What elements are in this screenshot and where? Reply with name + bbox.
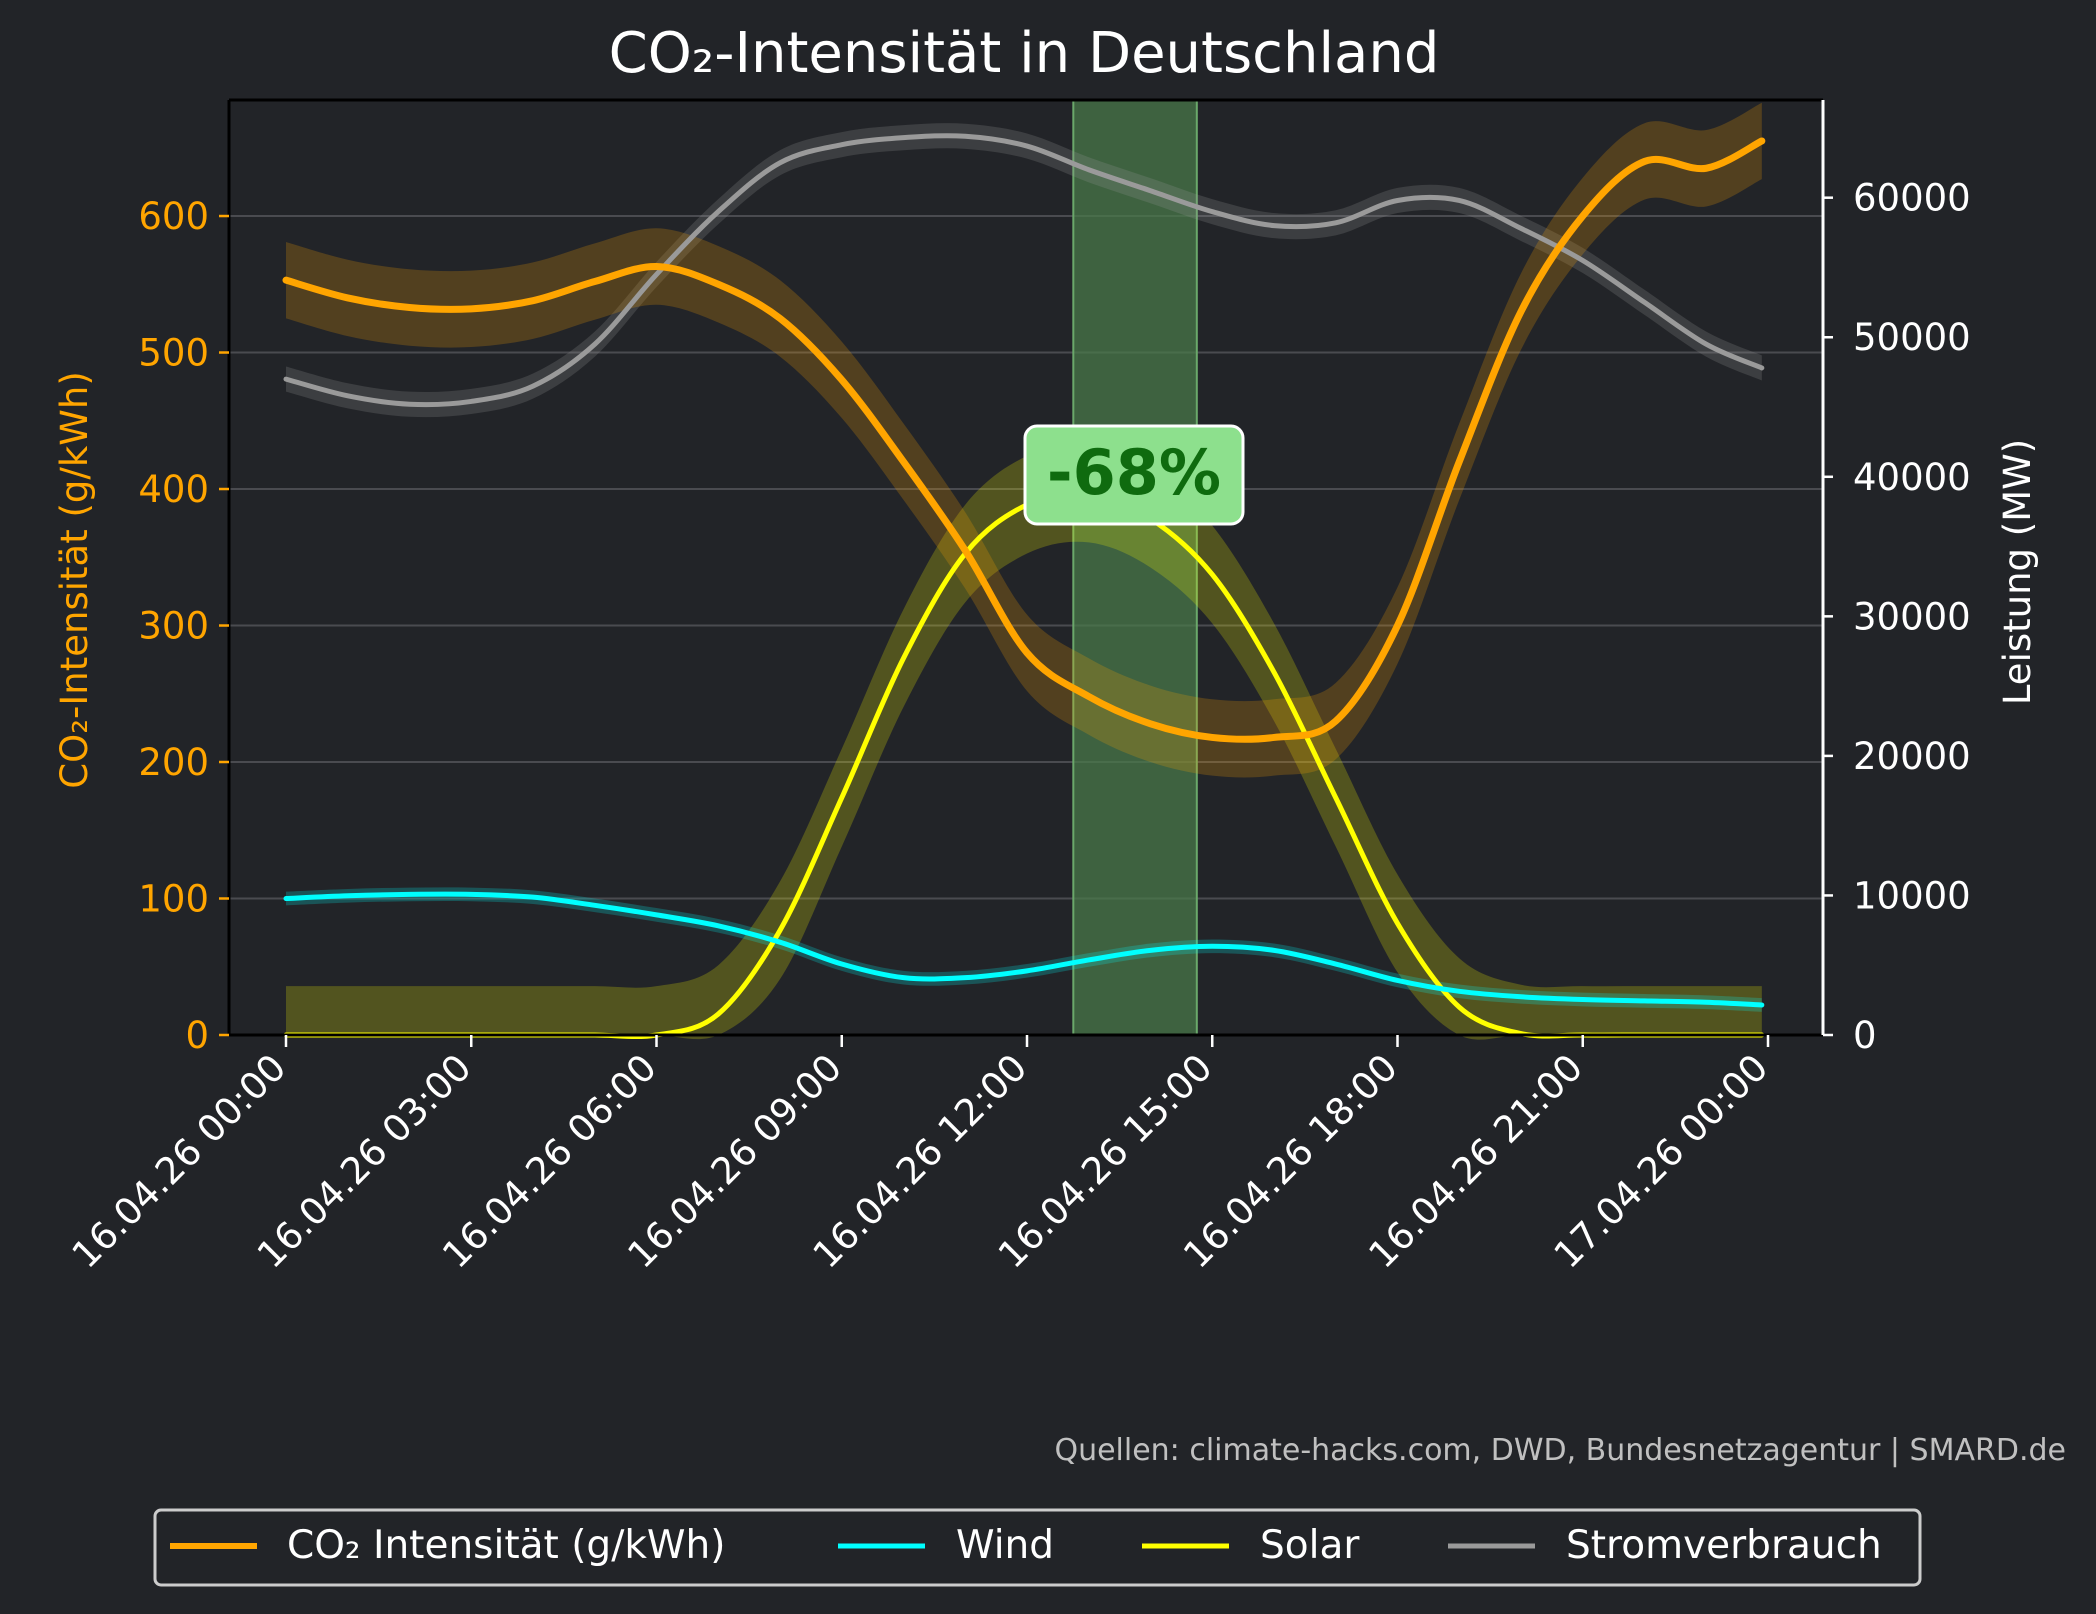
series-line-0 (282, 137, 1766, 743)
y-tick-label-left: 600 (138, 195, 209, 238)
y-tick-label-right: 20000 (1853, 735, 1971, 778)
y-axis-label-left: CO₂-Intensität (g/kWh) (53, 371, 96, 789)
legend-label-co2: CO₂ Intensität (g/kWh) (287, 1523, 725, 1568)
band-2 (286, 444, 1762, 1040)
y-tick-label-left: 200 (138, 741, 209, 784)
y-tick-label-left: 100 (138, 878, 209, 921)
annotation-box (1023, 424, 1245, 526)
legend-label-solar: Solar (1260, 1523, 1360, 1568)
legend-box (153, 1508, 1922, 1587)
legend: CO₂ Intensität (g/kWh) Wind Solar Stromv… (153, 1508, 1922, 1587)
y-tick-label-left: 0 (185, 1014, 209, 1057)
y-tick-label-right: 40000 (1853, 456, 1971, 499)
y-tick-label-right: 10000 (1853, 874, 1971, 917)
series-line-3 (283, 133, 1765, 408)
series-line-1 (283, 891, 1765, 1008)
y-tick-label-right: 30000 (1853, 595, 1971, 638)
band-3 (286, 123, 1762, 418)
y-tick-label-left: 400 (138, 468, 209, 511)
y-axis-label-right: Leistung (MW) (1996, 439, 2039, 705)
y-tick-label-right: 50000 (1853, 316, 1971, 359)
y-tick-label-right: 0 (1853, 1014, 1877, 1057)
chart-title: CO₂-Intensität in Deutschland (609, 21, 1440, 86)
annotation: -68% (1023, 424, 1245, 526)
y-tick-label-left: 500 (138, 332, 209, 375)
band-0 (286, 102, 1762, 778)
legend-label-stromverbrauch: Stromverbrauch (1566, 1523, 1882, 1568)
y-tick-label-left: 300 (138, 605, 209, 648)
y-tick-label-right: 60000 (1853, 177, 1971, 220)
legend-label-wind: Wind (956, 1523, 1054, 1568)
source-note: Quellen: climate-hacks.com, DWD, Bundesn… (1054, 1433, 2066, 1468)
highlight-band (1072, 99, 1198, 1036)
annotation-text: -68% (1047, 436, 1221, 509)
